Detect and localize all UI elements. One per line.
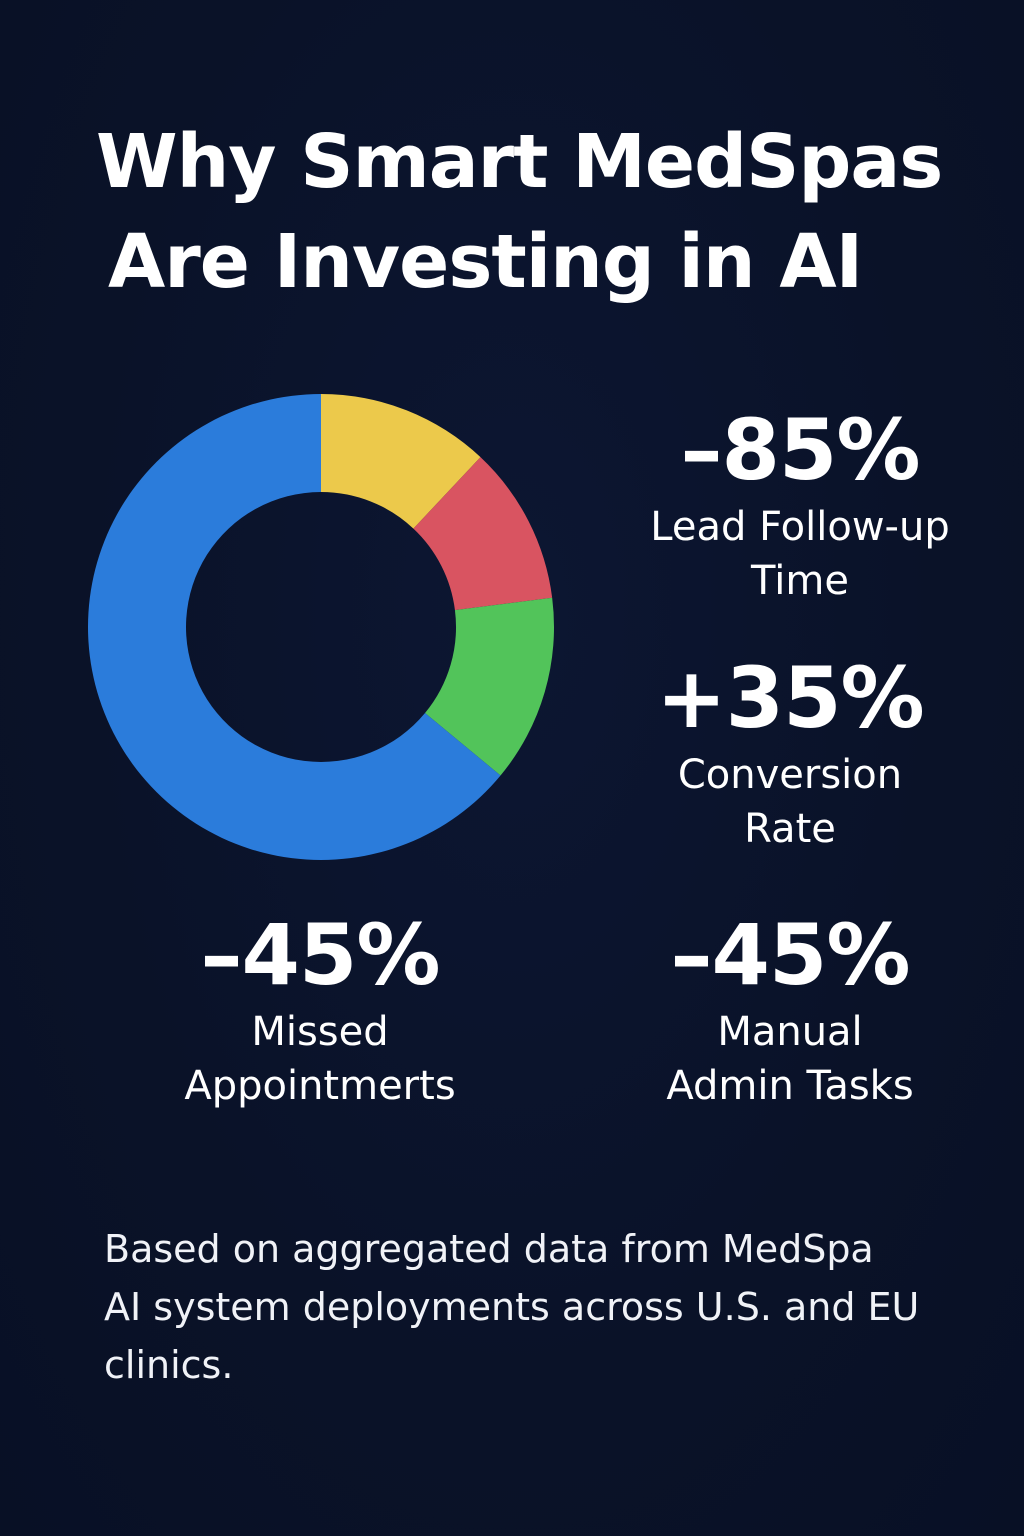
stat-label: Conversion Rate: [677, 752, 903, 852]
stat-label: Missed Appointmerts: [184, 1009, 456, 1109]
stat-value: +35%: [656, 649, 924, 747]
stat-value: –45%: [670, 906, 910, 1004]
stat-value: –45%: [200, 906, 440, 1004]
donut-slice-0: [321, 394, 481, 529]
title-line-2: Are Investing in AI: [108, 219, 863, 305]
page-title: Why Smart MedSpas Are Investing in AI: [96, 112, 976, 312]
stat-conversion-rate: +35% Conversion Rate: [600, 648, 980, 856]
footnote: Based on aggregated data from MedSpa AI …: [104, 1227, 920, 1387]
title-line-1: Why Smart MedSpas: [96, 119, 943, 205]
donut-slice-2: [425, 597, 554, 776]
stat-label: Lead Follow-up Time: [650, 504, 950, 604]
donut-slice-3: [87, 394, 501, 860]
stat-missed-appointments: –45% Missed Appointmerts: [130, 905, 510, 1113]
donut-chart: [87, 394, 554, 860]
stat-lead-follow-up-time: –85% Lead Follow-up Time: [610, 400, 990, 608]
donut-slice-1: [413, 457, 553, 611]
stat-value: –85%: [680, 401, 920, 499]
stat-label: Manual Admin Tasks: [666, 1009, 914, 1109]
stat-manual-admin-tasks: –45% Manual Admin Tasks: [600, 905, 980, 1113]
